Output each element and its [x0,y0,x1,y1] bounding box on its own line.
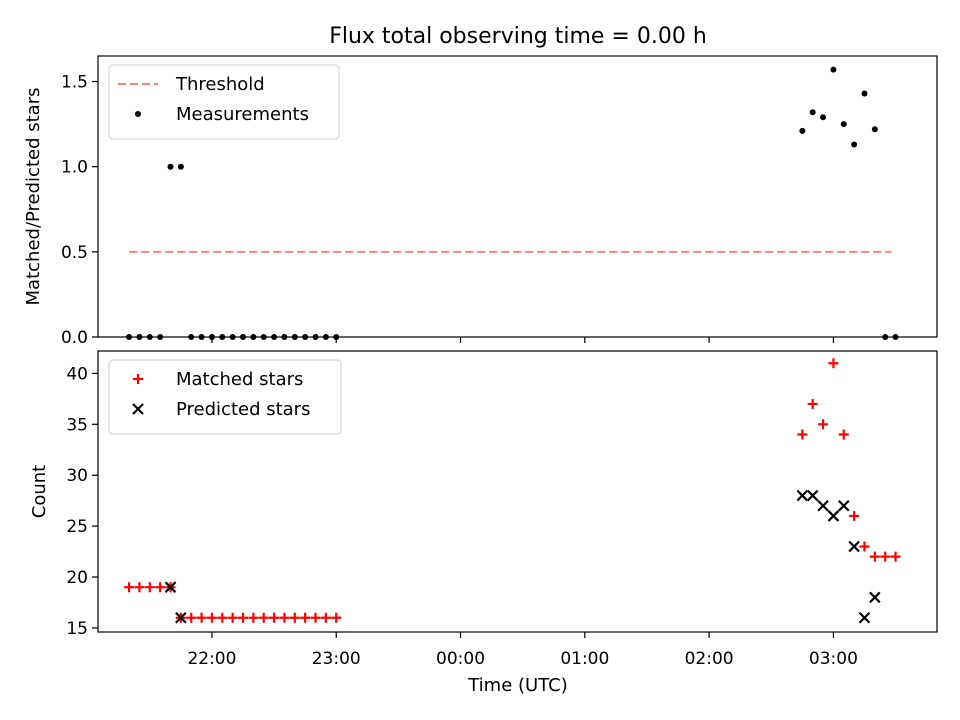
count-s1-marker-0 [164,581,177,593]
count-s0-marker-28 [869,551,880,562]
count-s0-marker-6 [186,612,197,623]
x-tick-label-5: 03:00 [809,649,858,669]
count-panel: 15 20 25 30 35 40 Count Matched stars Predicted … [29,350,938,639]
count-s0-marker-12 [248,612,259,623]
ratio-y-axis-label: Matched/Predicted stars [23,88,44,306]
ratio-s0-point-21 [799,127,806,134]
count-s1-marker-7 [848,540,860,553]
count-s0-marker-23 [818,419,829,430]
x-tick-label-0: 22:00 [187,649,236,669]
count-legend-box [108,359,342,435]
ratio-panel: 0.0 0.5 1.0 1.5 Matched/Predicted stars Thres… [23,55,938,348]
count-s0-marker-16 [289,612,300,623]
ratio-s0-point-5 [177,163,184,170]
ratio-axes-frame [97,55,938,338]
count-s0-marker-29 [880,551,891,562]
count-legend: Matched stars Predicted stars [108,359,342,435]
count-legend-swatch-1 [132,403,144,415]
count-s0-marker-10 [227,612,238,623]
count-s1-marker-2 [796,489,809,502]
x-tick-label-1: 23:00 [312,649,361,669]
ratio-s0-point-24 [830,66,837,73]
count-s0-marker-0 [124,582,135,593]
ratio-s0-point-25 [840,121,847,128]
ratio-s0-point-4 [167,163,174,170]
ratio-y-tick-label-1: 0.5 [61,243,88,263]
count-y-tick-label-5: 40 [66,364,88,384]
count-y-tick-label-1: 20 [66,568,88,588]
count-s1-marker-1 [175,611,187,624]
ratio-y-tick-label-3: 1.5 [61,73,88,93]
x-axis-label: Time (UTC) [467,675,568,696]
x-axis-ticks: 22:00 23:00 00:00 01:00 02:00 03:00 [187,649,857,669]
count-s0-marker-30 [890,551,901,562]
ratio-s0-point-28 [871,126,878,133]
count-s0-marker-22 [807,398,818,409]
ratio-legend-label-0: Threshold [175,74,265,95]
count-s1-marker-5 [827,510,840,522]
x-tick-label-3: 01:00 [560,649,609,669]
count-s0-marker-27 [859,541,870,552]
count-s0-marker-8 [206,612,217,623]
count-y-tick-label-4: 35 [66,415,88,435]
count-y-tick-label-3: 30 [66,466,88,486]
count-legend-swatch-0 [133,374,143,384]
count-legend-label-1: Predicted stars [176,399,310,420]
ratio-legend-label-1: Measurements [176,104,309,125]
count-s0-marker-20 [331,612,342,623]
ratio-s0-point-26 [851,141,858,148]
chart-title: Flux total observing time = 0.00 h [329,24,707,49]
ratio-y-tick-label-0: 0.0 [61,328,88,348]
ratio-s0-point-22 [809,109,816,116]
count-s1-marker-3 [806,489,819,502]
count-y-tick-label-2: 25 [66,517,88,537]
count-s0-marker-21 [797,429,808,440]
count-s0-marker-13 [258,612,269,623]
count-s1-marker-6 [838,499,850,512]
x-tick-label-2: 00:00 [436,649,485,669]
count-s0-marker-7 [196,612,207,623]
count-s1-marker-4 [817,499,829,512]
count-s1-marker-9 [869,591,881,604]
count-series-1 [164,489,881,624]
count-s0-marker-17 [300,612,311,623]
ratio-legend-box [108,64,340,140]
count-y-axis-label: Count [29,465,50,518]
count-axes-frame [97,350,938,633]
ratio-legend-swatch-1 [135,111,141,117]
count-s0-marker-1 [134,582,145,593]
count-s0-marker-15 [279,612,290,623]
count-y-tick-label-0: 15 [66,619,88,639]
ratio-s0-point-23 [820,114,827,121]
count-s0-marker-14 [269,612,280,623]
count-s0-marker-24 [828,358,839,369]
count-s0-marker-25 [838,429,849,440]
x-tick-label-4: 02:00 [685,649,734,669]
ratio-legend: Threshold Measurements [108,64,340,140]
ratio-y-tick-label-2: 1.0 [61,158,88,178]
count-s0-marker-19 [320,612,331,623]
count-s0-marker-3 [155,582,166,593]
count-s0-marker-9 [217,612,228,623]
count-s0-marker-18 [310,612,321,623]
count-legend-label-0: Matched stars [176,369,303,390]
count-s1-marker-8 [858,611,871,624]
ratio-s0-point-27 [861,90,868,97]
count-s0-marker-2 [144,582,155,593]
count-s0-marker-11 [238,612,249,623]
count-s0-marker-26 [849,510,860,521]
